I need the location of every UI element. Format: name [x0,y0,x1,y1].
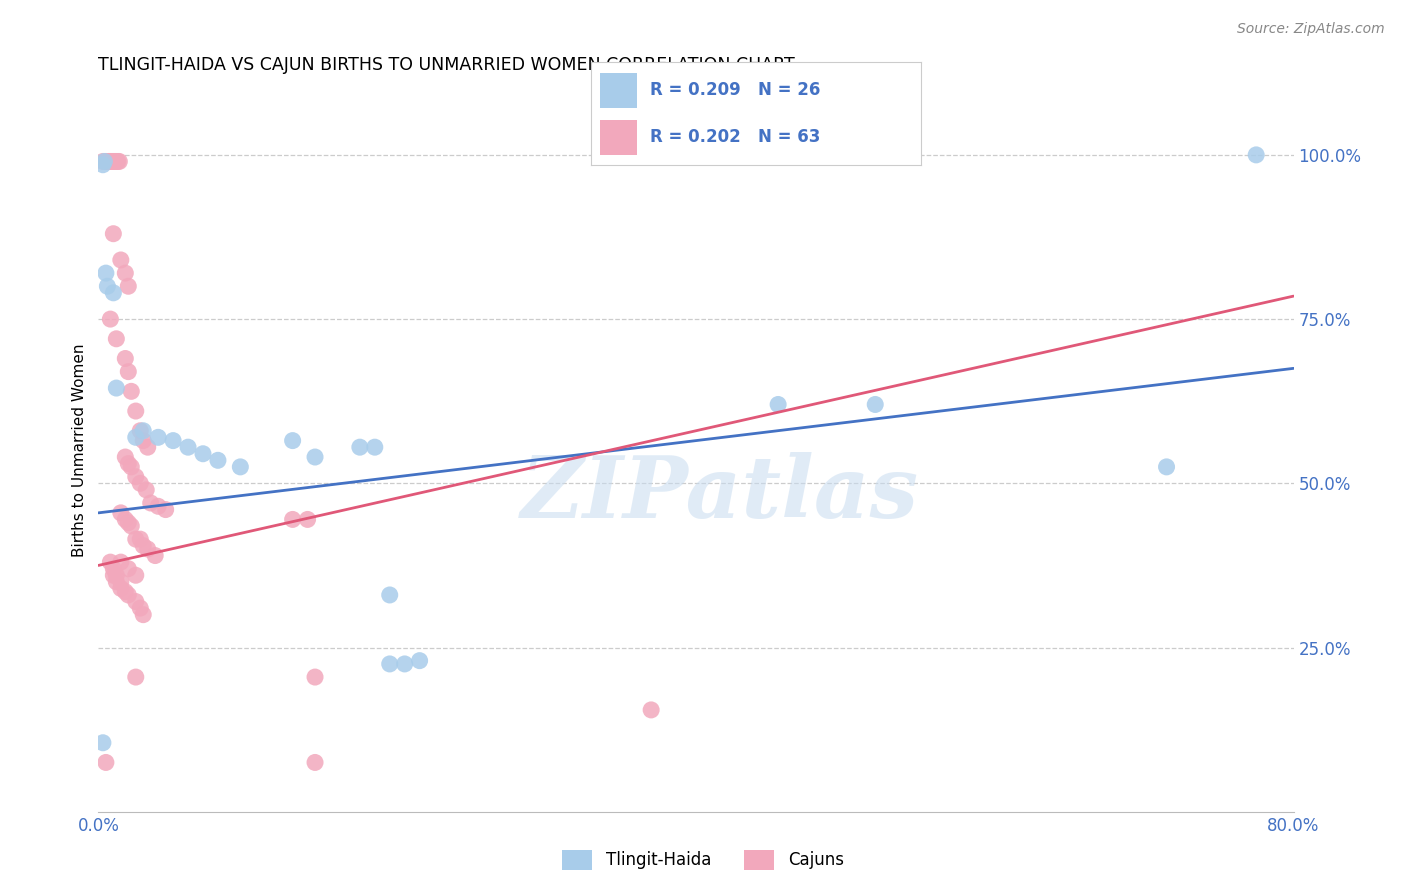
Point [93,154,115,169]
Point [349,440,371,454]
Point [304,670,326,684]
Point [114,266,136,280]
Point [132,434,155,448]
Point [114,584,136,599]
Point [364,440,387,454]
Text: R = 0.209   N = 26: R = 0.209 N = 26 [650,81,820,99]
Point [103,285,125,300]
Point [132,607,155,622]
Text: R = 0.202   N = 63: R = 0.202 N = 63 [650,128,820,146]
Point [148,500,170,514]
Point [129,601,152,615]
Point [103,154,125,169]
Point [100,555,122,569]
Point [125,568,148,582]
Point [94,154,117,169]
Point [378,657,401,671]
Point [162,434,184,448]
Point [394,657,416,671]
Point [103,227,125,241]
Point [108,154,131,169]
Point [125,430,148,444]
Point [143,549,166,563]
Point [297,512,319,526]
Point [117,279,139,293]
Point [135,483,157,497]
FancyBboxPatch shape [600,73,637,108]
Point [136,440,159,454]
Point [136,541,159,556]
Point [129,476,152,491]
Point [103,562,125,576]
Y-axis label: Births to Unmarried Women: Births to Unmarried Women [72,343,87,558]
Point [1244,148,1267,162]
Point [117,365,139,379]
Point [105,154,128,169]
Point [132,539,155,553]
Point [304,450,326,464]
Point [378,588,401,602]
Point [120,459,142,474]
Point [107,154,129,169]
Point [125,670,148,684]
Point [100,312,122,326]
Point [117,562,139,576]
Point [207,453,229,467]
Point [229,459,252,474]
Point [94,756,117,770]
Point [114,351,136,366]
Point [125,404,148,418]
Point [105,568,128,582]
Point [105,332,128,346]
Point [177,440,200,454]
FancyBboxPatch shape [600,120,637,155]
Point [114,512,136,526]
Point [91,736,114,750]
Point [132,424,155,438]
Point [105,381,128,395]
Point [104,154,127,169]
Point [304,756,326,770]
Point [105,574,128,589]
Point [766,397,789,411]
Point [97,154,120,169]
Point [408,654,430,668]
Legend: Tlingit-Haida, Cajuns: Tlingit-Haida, Cajuns [555,843,851,877]
Point [125,532,148,546]
Point [125,469,148,483]
Point [125,594,148,608]
Text: ZIPatlas: ZIPatlas [520,452,920,535]
Point [94,266,117,280]
Point [155,502,177,516]
Point [117,457,139,471]
Point [91,154,114,169]
Point [110,555,132,569]
Point [865,397,887,411]
Point [281,434,304,448]
Point [110,506,132,520]
Point [117,516,139,530]
Text: Source: ZipAtlas.com: Source: ZipAtlas.com [1237,22,1385,37]
Point [96,279,118,293]
Point [101,154,124,169]
Point [114,450,136,464]
Point [100,154,122,169]
Point [120,384,142,399]
Point [91,158,114,172]
Point [148,430,170,444]
Point [191,447,214,461]
Point [117,588,139,602]
Point [640,703,662,717]
Point [120,519,142,533]
Point [129,424,152,438]
Point [129,532,152,546]
Point [103,568,125,582]
Point [110,574,132,589]
Point [110,582,132,596]
Point [1156,459,1178,474]
Point [281,512,304,526]
Point [110,252,132,267]
Text: TLINGIT-HAIDA VS CAJUN BIRTHS TO UNMARRIED WOMEN CORRELATION CHART: TLINGIT-HAIDA VS CAJUN BIRTHS TO UNMARRI… [98,56,796,74]
Point [139,496,162,510]
